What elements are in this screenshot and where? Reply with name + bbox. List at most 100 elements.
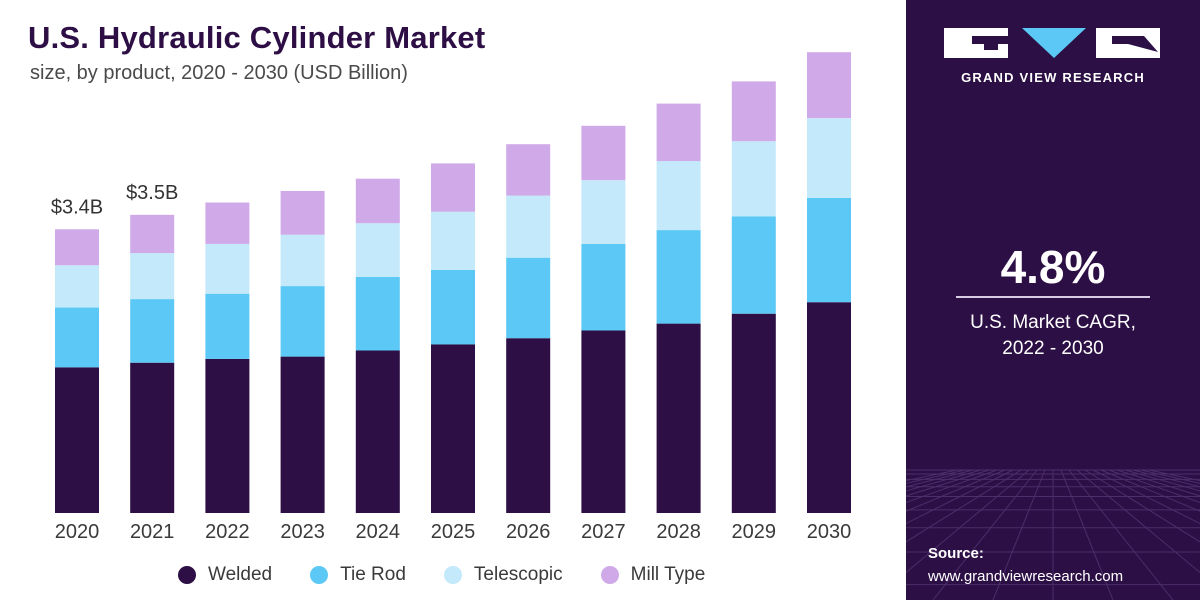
- bar-telescopic-2021: [130, 253, 175, 300]
- grid-line: [906, 469, 998, 504]
- bar-telescopic-2027: [581, 180, 626, 244]
- grid-line: [1076, 469, 1200, 574]
- grid-line: [906, 469, 1022, 543]
- legend-swatch: [310, 566, 329, 584]
- grid-line: [1108, 469, 1200, 504]
- legend-label: Tie Rod: [340, 564, 406, 585]
- bar-welded-2027: [581, 330, 626, 513]
- bar-welded-2021: [130, 362, 175, 513]
- bar-mill-type-2022: [205, 202, 250, 244]
- bar-welded-2022: [205, 358, 250, 513]
- brand-panel: GRAND VIEW RESEARCH 4.8% U.S. Market CAG…: [906, 0, 1200, 600]
- bar-mill-type-2027: [581, 125, 626, 181]
- cagr-label-line-2: 2022 - 2030: [1002, 338, 1104, 359]
- grid-line: [1084, 469, 1200, 543]
- chart-title: U.S. Hydraulic Cylinder Market: [28, 20, 486, 55]
- x-tick-label: 2021: [130, 521, 175, 543]
- bar-mill-type-2030: [807, 52, 851, 119]
- logo-r-mark: [1096, 28, 1160, 58]
- bar-mill-type-2029: [731, 81, 776, 142]
- legend-item-welded: Welded: [178, 564, 272, 586]
- bar-welded-2029: [731, 313, 776, 513]
- legend-swatch: [443, 566, 462, 584]
- bar-tie-rod-2028: [656, 230, 701, 324]
- cagr-value: 4.8%: [1000, 241, 1106, 293]
- bar-telescopic-2026: [506, 195, 551, 258]
- bar-mill-type-2023: [280, 191, 325, 235]
- stacked-bar-chart: 2020 $3.4B 2021 $3.5B 2022 2023 2024 2025 2026 20…: [51, 52, 852, 543]
- grid-line: [1068, 469, 1174, 600]
- bar-telescopic-2024: [355, 223, 400, 277]
- bar-telescopic-2023: [280, 234, 325, 287]
- legend-swatch: [178, 566, 196, 584]
- source-label: Source:: [928, 545, 984, 562]
- bar-telescopic-2025: [431, 211, 475, 270]
- x-tick-label: 2028: [656, 521, 701, 543]
- logo-v-mark: [1022, 28, 1086, 58]
- cagr-label: U.S. Market CAGR, 2022 - 2030: [906, 310, 1200, 362]
- bar-welded-2020: [55, 367, 99, 513]
- grid-line: [906, 469, 1030, 574]
- bar-mill-type-2028: [656, 103, 701, 162]
- grid-line: [1132, 469, 1200, 488]
- chart-subtitle: size, by product, 2020 - 2030 (USD Billi…: [30, 62, 408, 84]
- legend-item-tie-rod: Tie Rod: [310, 564, 406, 586]
- grid-line: [906, 469, 990, 497]
- grid-line: [1116, 469, 1200, 497]
- bar-tie-rod-2026: [506, 257, 551, 339]
- legend-item-telescopic: Telescopic: [443, 564, 563, 586]
- perspective-grid-decoration: [906, 469, 1200, 600]
- brand-name: GRAND VIEW RESEARCH: [961, 70, 1145, 85]
- bar-telescopic-2020: [55, 265, 99, 308]
- bar-tie-rod-2024: [355, 276, 400, 351]
- logo-g-mark: [944, 28, 1012, 58]
- legend-item-mill-type: Mill Type: [600, 564, 706, 586]
- grid-line: [932, 469, 1038, 600]
- grid-line: [906, 469, 1014, 525]
- grid-line: [1140, 469, 1200, 484]
- bar-tie-rod-2023: [280, 286, 325, 357]
- bar-mill-type-2026: [506, 144, 551, 196]
- x-tick-label: 2027: [581, 521, 626, 543]
- x-tick-label: 2024: [356, 521, 401, 543]
- bar-tie-rod-2029: [731, 216, 776, 314]
- bar-tie-rod-2020: [55, 307, 99, 368]
- x-tick-label: 2029: [732, 521, 777, 543]
- grand-view-research-logo: [944, 28, 1160, 58]
- grid-line: [992, 469, 1046, 600]
- chart-legend: Welded Tie Rod Telescopic Mill Type: [178, 560, 705, 590]
- bar-tie-rod-2021: [130, 299, 175, 363]
- bar-welded-2025: [431, 344, 475, 513]
- bar-tie-rod-2027: [581, 243, 626, 331]
- x-tick-label: 2025: [431, 521, 476, 543]
- bar-telescopic-2022: [205, 243, 250, 294]
- x-tick-label: 2026: [506, 521, 551, 543]
- data-label-2021: $3.5B: [126, 182, 178, 204]
- grid-line: [1100, 469, 1200, 512]
- x-tick-label: 2030: [807, 521, 852, 543]
- bar-welded-2030: [807, 302, 851, 513]
- data-label-2020: $3.4B: [51, 196, 103, 218]
- grid-line: [906, 469, 1006, 512]
- bar-welded-2023: [280, 356, 325, 513]
- legend-label: Welded: [208, 564, 273, 585]
- legend-swatch: [600, 566, 619, 584]
- bar-telescopic-2030: [807, 118, 851, 198]
- bar-telescopic-2029: [731, 141, 776, 217]
- x-tick-label: 2023: [280, 521, 325, 543]
- bar-tie-rod-2030: [807, 197, 851, 303]
- cagr-divider: [956, 296, 1150, 298]
- bar-welded-2026: [506, 338, 551, 513]
- bar-mill-type-2020: [55, 229, 99, 266]
- bar-welded-2028: [656, 323, 701, 513]
- bar-mill-type-2024: [355, 178, 400, 224]
- grid-line: [1148, 469, 1200, 482]
- source-link[interactable]: www.grandviewresearch.com: [928, 568, 1124, 585]
- legend-label: Mill Type: [630, 564, 706, 585]
- grid-line: [1060, 469, 1114, 600]
- bar-tie-rod-2025: [431, 270, 475, 345]
- x-tick-label: 2020: [55, 521, 100, 543]
- legend-label: Telescopic: [473, 564, 563, 585]
- bar-welded-2024: [355, 350, 400, 513]
- bar-telescopic-2028: [656, 161, 701, 231]
